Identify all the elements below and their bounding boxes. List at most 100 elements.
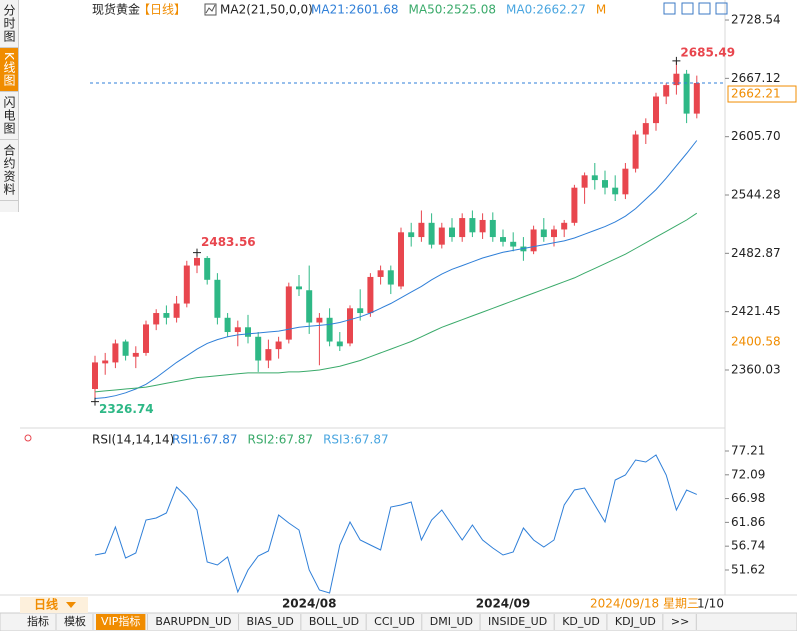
indicator-icon[interactable]: [204, 3, 217, 16]
indicator-tab-label: >>: [671, 615, 689, 628]
indicator-tab[interactable]: KDJ_UD: [610, 614, 664, 630]
sidebar: 分时图 K线图 闪电图 合约资料: [0, 0, 19, 212]
candle-body: [122, 341, 129, 356]
indicator-tab-label: KDJ_UD: [615, 615, 656, 628]
candle-body: [234, 327, 241, 333]
indicator-tab-label: CCI_UD: [374, 615, 415, 628]
candle-body: [183, 265, 190, 304]
legend-entry: RSI3:67.87: [323, 433, 389, 447]
indicator-tab-label: BIAS_UD: [247, 615, 294, 628]
tab-bar: [0, 612, 797, 631]
current-date: 2024/09/18 星期三: [590, 597, 699, 611]
sidebar-tab[interactable]: K线图: [0, 48, 18, 92]
indicator-tab[interactable]: >>: [666, 614, 697, 630]
rsi-icon[interactable]: [24, 434, 32, 442]
indicator-tab-label: 指标: [27, 614, 49, 628]
y-tick-label: 77.21: [731, 443, 765, 457]
candle-body: [255, 336, 262, 361]
indicator-tab-label: VIP指标: [101, 614, 140, 628]
candle-body: [622, 168, 629, 195]
x-tick-label: 2024/09: [476, 597, 530, 611]
indicator-tab[interactable]: VIP指标: [96, 614, 148, 630]
extreme-label: 2685.49: [680, 45, 735, 59]
candle-body: [673, 73, 680, 86]
extreme-marker: [672, 56, 681, 65]
indicator-tab-label: BARUPDN_UD: [155, 615, 231, 628]
indicator-tab[interactable]: BARUPDN_UD: [150, 614, 240, 630]
period-button-label[interactable]: 日线: [34, 597, 58, 612]
candle-body: [663, 85, 670, 97]
legend-entry: RSI1:67.87: [172, 433, 238, 447]
candle-body: [591, 175, 598, 181]
sidebar-tab[interactable]: 闪电图: [0, 92, 18, 140]
candle-body: [275, 341, 282, 350]
candle-body: [693, 83, 700, 114]
indicator-tab-label: DMI_UD: [430, 615, 473, 628]
candle-body: [326, 317, 333, 342]
candle-body: [479, 219, 486, 233]
extreme-label: 2483.56: [201, 235, 256, 249]
candle-body: [530, 229, 537, 252]
legend-entry: RSI2:67.87: [248, 433, 314, 447]
candle-body: [459, 218, 466, 238]
y-tick-label: 72.09: [731, 467, 765, 481]
indicator-tab-label: 模板: [64, 614, 86, 628]
candle-body: [428, 222, 435, 245]
toolbar-button[interactable]: [715, 2, 728, 15]
toolbar-button[interactable]: [663, 2, 676, 15]
candle-body: [173, 303, 180, 318]
legend-entry: MA0:2662.27: [506, 3, 586, 17]
candle-body: [245, 327, 251, 337]
indicator-tab[interactable]: INSIDE_UD: [483, 614, 555, 630]
indicator-tab[interactable]: 指标: [22, 614, 57, 630]
indicator-tab[interactable]: BOLL_UD: [304, 614, 367, 630]
candle-body: [602, 180, 608, 188]
period-button[interactable]: [20, 597, 88, 613]
chart-title: 现货黄金: [92, 2, 140, 17]
candle-body: [336, 341, 343, 347]
sidebar-tab[interactable]: 合约资料: [0, 140, 18, 201]
page-indicator: 1/10: [697, 597, 724, 611]
rsi-title: RSI(14,14,14): [92, 433, 174, 447]
toolbar-button[interactable]: [681, 2, 694, 15]
indicator-tab-label: KD_UD: [562, 615, 600, 628]
candle-body: [408, 232, 415, 238]
candle-body: [642, 123, 649, 135]
candle-body: [632, 134, 639, 169]
reference-label: 2400.58: [731, 335, 781, 349]
candle-body: [683, 73, 690, 114]
y-tick-label: 2605.70: [731, 129, 781, 143]
indicator-tab[interactable]: 模板: [59, 614, 94, 630]
candle-body: [143, 324, 149, 353]
indicator-tab[interactable]: KD_UD: [557, 614, 608, 630]
indicator-label: MA2(21,50,0,0): [220, 3, 313, 17]
candle-body: [571, 187, 578, 223]
indicator-tab[interactable]: BIAS_UD: [242, 614, 302, 630]
extreme-label: 2326.74: [99, 402, 154, 416]
candle-body: [132, 352, 139, 357]
candle-body: [561, 222, 568, 230]
x-tick-label: 2024/08: [282, 597, 336, 611]
candle-body: [489, 219, 496, 238]
extreme-marker: [193, 248, 201, 257]
candle-body: [418, 222, 425, 238]
rsi-line: [94, 454, 697, 594]
candle-body: [387, 270, 394, 285]
toolbar: [663, 2, 728, 15]
y-tick-label: 2360.03: [731, 362, 781, 376]
candle-body: [163, 313, 170, 318]
candle-body: [92, 362, 98, 390]
y-tick-label: 66.98: [731, 491, 765, 505]
candle-body: [398, 232, 404, 287]
sidebar-tab[interactable]: 分时图: [0, 0, 18, 48]
toolbar-button[interactable]: [698, 2, 711, 15]
indicator-tab[interactable]: DMI_UD: [425, 614, 481, 630]
indicator-tab[interactable]: CCI_UD: [369, 614, 423, 630]
candle-body: [357, 308, 364, 314]
indicator-tab-label: BOLL_UD: [309, 615, 359, 628]
candle-body: [214, 279, 221, 318]
period-label[interactable]: 【日线】: [138, 3, 186, 17]
candle-body: [316, 317, 323, 323]
